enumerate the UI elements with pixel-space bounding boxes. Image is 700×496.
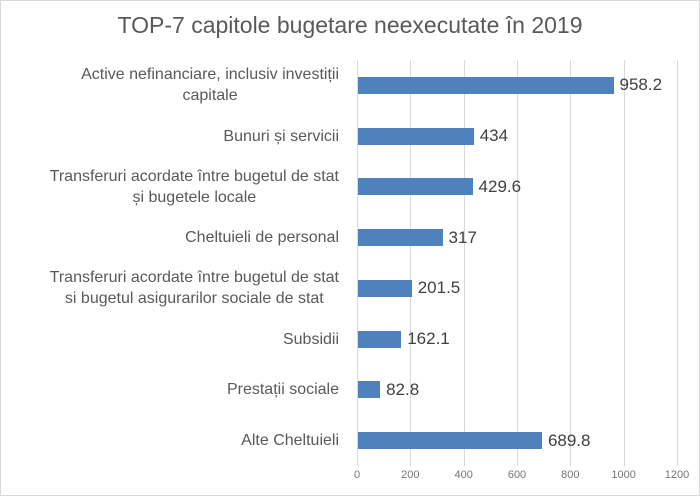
bar	[358, 381, 381, 399]
category-label-cell: Prestații sociale	[1, 379, 357, 400]
x-tick-label: 1200	[664, 469, 690, 481]
gridline	[410, 60, 412, 466]
bar-cell: 429.6	[357, 176, 699, 197]
bar-cell: 82.8	[357, 379, 699, 400]
category-label: Prestații sociale	[226, 381, 339, 399]
chart-row: Active nefinanciare, inclusiv investiții…	[1, 60, 699, 111]
category-label-cell: Subsidii	[1, 329, 357, 350]
gridline	[357, 60, 358, 466]
gridline	[570, 60, 572, 466]
category-label: Active nefinanciare, inclusiv investiții…	[81, 66, 339, 105]
bar-cell: 162.1	[357, 329, 699, 349]
value-label: 434	[479, 126, 509, 146]
bar-cell: 317	[357, 227, 699, 248]
x-tick-label: 1000	[611, 469, 636, 481]
bar	[358, 229, 443, 247]
gridline	[677, 60, 678, 466]
bar	[358, 76, 614, 94]
category-label: Transferuri acordate între bugetul de st…	[49, 269, 339, 308]
bar	[358, 127, 474, 145]
category-label: Subsidii	[282, 330, 339, 348]
x-tick-label: 600	[507, 469, 527, 481]
bar-cell: 958.2	[357, 75, 699, 95]
category-label-cell: Transferuri acordate între bugetul de st…	[1, 267, 357, 309]
gridlines	[357, 60, 679, 466]
chart-row: Bunuri și servicii 434	[1, 111, 699, 162]
category-label: Transferuri acordate între bugetul de st…	[49, 167, 339, 206]
category-label-cell: Cheltuieli de personal	[1, 227, 357, 248]
x-axis: 0 200 400 600 800 1000 1200	[353, 469, 689, 485]
x-tick-label: 400	[454, 469, 473, 481]
bar-cell: 434	[357, 126, 699, 146]
value-label: 317	[448, 227, 477, 247]
chart-row: Prestații sociale 82.8	[1, 365, 699, 416]
chart-row: Transferuri acordate între bugetul de st…	[1, 263, 699, 314]
gridline	[517, 60, 518, 466]
category-label-cell: Transferuri acordate între bugetul de st…	[1, 166, 357, 208]
x-tick-label: 200	[401, 469, 420, 481]
category-label-cell: Alte Cheltuieli	[1, 430, 357, 451]
category-label-cell: Active nefinanciare, inclusiv investiții…	[1, 64, 357, 106]
chart-row: Alte Cheltuieli 689.8	[1, 415, 699, 466]
x-tick-label: 800	[561, 469, 580, 481]
bar-cell: 689.8	[357, 430, 699, 451]
category-label: Cheltuieli de personal	[185, 229, 339, 247]
category-label: Alte Cheltuieli	[241, 432, 339, 450]
chart-row: Subsidii 162.1	[1, 314, 699, 365]
chart-row: Transferuri acordate între bugetul de st…	[1, 162, 699, 213]
value-label: 162.1	[407, 329, 450, 349]
category-label-cell: Bunuri și servicii	[1, 126, 357, 147]
gridline	[463, 60, 465, 466]
plot-rows: Active nefinanciare, inclusiv investiții…	[1, 60, 699, 466]
chart-row: Cheltuieli de personal 317	[1, 212, 699, 263]
category-label: Bunuri și servicii	[223, 127, 339, 145]
bar	[358, 279, 412, 297]
value-label: 429.6	[478, 176, 522, 196]
value-label: 689.8	[547, 430, 591, 450]
x-tick-label: 0	[353, 469, 361, 481]
bar	[358, 432, 542, 450]
value-label: 958.2	[619, 75, 663, 95]
bar	[358, 330, 402, 348]
bar	[358, 178, 473, 196]
value-label: 82.8	[386, 379, 420, 399]
gridline	[623, 60, 625, 466]
value-label: 201.5	[417, 278, 461, 298]
chart-title: TOP-7 capitole bugetare neexecutate în 2…	[117, 12, 583, 38]
bar-cell: 201.5	[357, 278, 699, 298]
